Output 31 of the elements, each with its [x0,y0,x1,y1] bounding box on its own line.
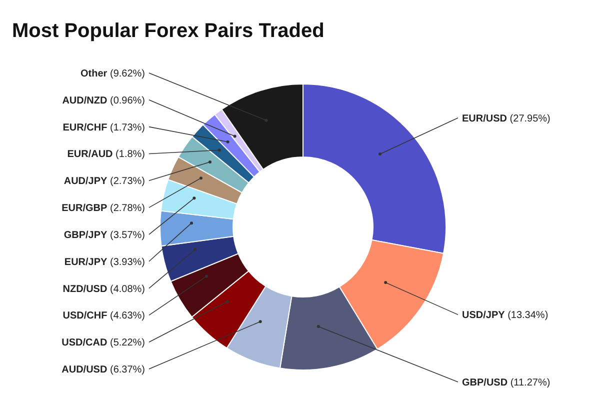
data-label: (4.08%) [107,284,145,295]
data-label: (5.22%) [107,338,145,349]
slice-label: GBP/JPY [64,230,108,241]
slice-label: USD/JPY [462,310,506,322]
data-label: (3.57%) [107,230,145,241]
slice-label: EUR/USD [462,113,508,124]
data-label: (11.27%) [508,377,550,388]
slice-label: EUR/JPY [64,256,108,268]
data-label: (6.37%) [107,364,145,376]
slice-label: Other [80,68,108,80]
slice-label: AUD/JPY [64,176,108,188]
slice-label: EUR/GBP [62,203,108,214]
data-label: (9.62%) [107,68,145,80]
slice-label: AUD/USD [62,364,108,376]
data-label: (2.78%) [107,203,145,214]
data-label: (0.96%) [107,95,145,106]
data-label: (3.93%) [107,256,145,268]
slice-label: AUD/NZD [62,95,108,106]
data-label: (13.34%) [504,310,548,322]
slice-label: USD/CHF [62,310,108,322]
data-label: (2.73%) [107,176,145,188]
slice-label: EUR/CHF [62,122,108,134]
slice-label: GBP/USD [462,377,508,388]
data-label: (4.63%) [107,310,145,322]
data-label: (1.73%) [107,122,145,134]
data-label: (27.95%) [507,113,550,124]
data-label: (1.8%) [112,149,145,160]
slice-label: NZD/USD [62,284,108,295]
chart-title: Most Popular Forex Pairs Traded [12,20,324,43]
slice-label: USD/CAD [62,338,108,349]
slice-label: EUR/AUD [67,149,113,160]
